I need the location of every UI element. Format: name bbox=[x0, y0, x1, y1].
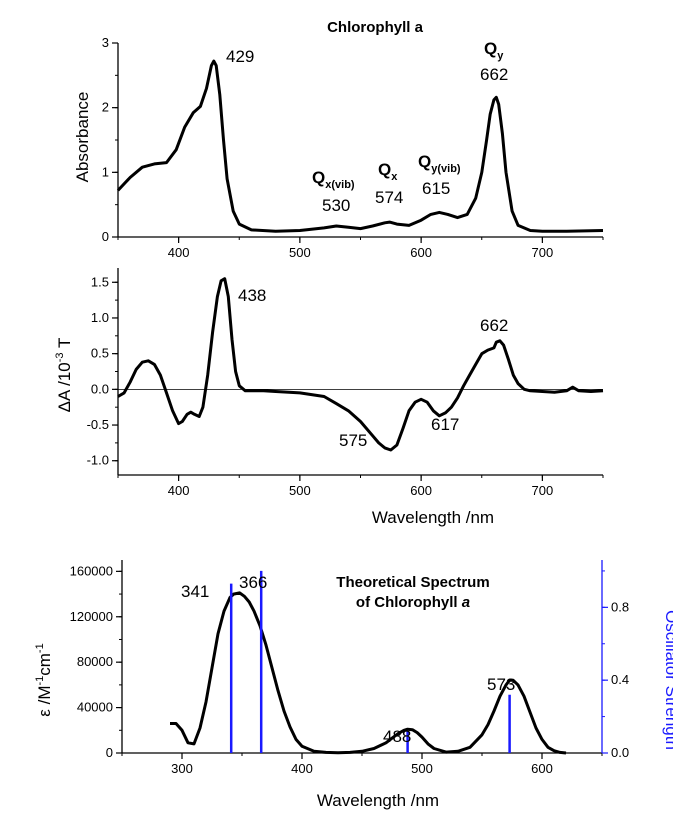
theoretical-axes: 300 400 500 600 0 40000 80000 120000 160000 0.0 0.… bbox=[70, 560, 629, 776]
difference-x-tick-label: 500 bbox=[289, 483, 311, 498]
eps-label-sup1: -1 bbox=[34, 676, 46, 686]
epsilon-y-tick-label: 0 bbox=[106, 745, 113, 760]
qy-label-sub: y bbox=[497, 50, 504, 62]
eps-label-sup2: -1 bbox=[34, 643, 46, 653]
oscillator-y-tick-label: 0.4 bbox=[611, 672, 629, 687]
difference-curve-group bbox=[117, 277, 604, 452]
absorbance-curve-group bbox=[116, 59, 604, 233]
theoretical-title-line2: of Chlorophyll a bbox=[356, 594, 470, 611]
difference-y-label-sup: -3 bbox=[54, 352, 66, 362]
peak-label-429: 429 bbox=[226, 47, 254, 66]
chart-title: Chlorophyll a bbox=[327, 19, 423, 36]
epsilon-y-tick-label: 40000 bbox=[77, 700, 113, 715]
absorbance-x-tick-label: 500 bbox=[289, 245, 311, 260]
peak-label-617: 617 bbox=[431, 415, 459, 434]
difference-x-tick-label: 600 bbox=[410, 483, 432, 498]
absorbance-x-tick-label: 700 bbox=[532, 245, 554, 260]
peak-label-366: 366 bbox=[239, 573, 267, 592]
theoretical-x-tick-label: 300 bbox=[171, 761, 193, 776]
absorbance-curve bbox=[116, 59, 604, 233]
qx-vib-label: Qx(vib) bbox=[312, 168, 355, 191]
theoretical-x-axis-label: Wavelength /nm bbox=[317, 791, 439, 810]
peak-label-488: 488 bbox=[383, 727, 411, 746]
epsilon-y-tick-label: 80000 bbox=[77, 654, 113, 669]
peak-label-341: 341 bbox=[181, 582, 209, 601]
absorbance-x-tick-label: 600 bbox=[410, 245, 432, 260]
qx-vib-label-main: Q bbox=[312, 168, 325, 187]
eps-label-main: ε /M bbox=[35, 686, 54, 717]
qx-label-sub: x bbox=[391, 171, 398, 183]
absorbance-y-tick-label: 2 bbox=[102, 100, 109, 115]
peak-label-575: 575 bbox=[339, 431, 367, 450]
difference-y-label-main: ΔA /10 bbox=[55, 362, 74, 412]
oscillator-strength-axis-label: Oscillator Strength bbox=[662, 610, 673, 750]
absorbance-x-tick-label: 400 bbox=[168, 245, 190, 260]
absorbance-chart-panel: Chlorophyll a 400 500 600 700 0 1 2 3 Absorbanc… bbox=[73, 19, 604, 260]
qx-label: Qx bbox=[378, 160, 398, 183]
theoretical-title-line1: Theoretical Spectrum bbox=[336, 574, 489, 591]
qy-label-main: Q bbox=[484, 39, 497, 58]
absorbance-axes: 400 500 600 700 0 1 2 3 bbox=[102, 35, 604, 260]
peak-label-574: 574 bbox=[375, 188, 403, 207]
qy-vib-label-main: Q bbox=[418, 152, 431, 171]
theoretical-spectrum-curve bbox=[170, 591, 567, 755]
peak-label-662: 662 bbox=[480, 65, 508, 84]
qx-label-main: Q bbox=[378, 160, 391, 179]
difference-y-tick-label: 1.0 bbox=[91, 310, 109, 325]
difference-x-tick-label: 400 bbox=[168, 483, 190, 498]
difference-y-label-end: T bbox=[55, 338, 74, 353]
oscillator-stick-group bbox=[229, 570, 511, 753]
eps-label-mid: cm bbox=[35, 653, 54, 676]
difference-chart-panel: 400 500 600 700 -1.0 -0.5 0.0 0.5 1.0 1.5 ΔA /10-… bbox=[54, 268, 604, 527]
theoretical-x-tick-label: 600 bbox=[531, 761, 553, 776]
peak-label-438: 438 bbox=[238, 286, 266, 305]
difference-x-axis-label: Wavelength /nm bbox=[372, 508, 494, 527]
epsilon-y-tick-label: 160000 bbox=[70, 563, 113, 578]
qy-vib-label-sub: y(vib) bbox=[431, 163, 461, 175]
epsilon-y-tick-label: 120000 bbox=[70, 609, 113, 624]
qy-label: Qy bbox=[484, 39, 504, 62]
peak-label-530: 530 bbox=[322, 196, 350, 215]
difference-y-tick-label: -0.5 bbox=[87, 417, 109, 432]
peak-label-615: 615 bbox=[422, 179, 450, 198]
difference-y-tick-label: 0.0 bbox=[91, 381, 109, 396]
theoretical-title-line2-text: of Chlorophyll bbox=[356, 594, 462, 611]
oscillator-y-tick-label: 0.0 bbox=[611, 745, 629, 760]
theoretical-curve-group bbox=[170, 591, 567, 755]
theoretical-title-italic: a bbox=[462, 594, 470, 611]
theoretical-x-tick-label: 400 bbox=[291, 761, 313, 776]
qx-vib-label-sub: x(vib) bbox=[325, 179, 355, 191]
difference-y-axis-label: ΔA /10-3 T bbox=[54, 338, 74, 413]
oscillator-y-tick-label: 0.8 bbox=[611, 599, 629, 614]
difference-x-tick-label: 700 bbox=[532, 483, 554, 498]
peak-label-662b: 662 bbox=[480, 316, 508, 335]
qy-vib-label: Qy(vib) bbox=[418, 152, 461, 175]
theoretical-chart-panel: 300 400 500 600 0 40000 80000 120000 160000 0.0 0.… bbox=[34, 560, 673, 810]
theoretical-x-tick-label: 500 bbox=[411, 761, 433, 776]
difference-curve bbox=[117, 277, 604, 452]
difference-y-tick-label: 1.5 bbox=[91, 274, 109, 289]
y-axis-label: Absorbance bbox=[73, 92, 92, 183]
peak-label-573: 573 bbox=[487, 675, 515, 694]
absorbance-y-tick-label: 0 bbox=[102, 229, 109, 244]
difference-y-tick-label: -1.0 bbox=[87, 453, 109, 468]
absorbance-y-tick-label: 1 bbox=[102, 164, 109, 179]
difference-y-tick-label: 0.5 bbox=[91, 346, 109, 361]
theoretical-y-axis-label: ε /M-1cm-1 bbox=[34, 643, 54, 716]
absorbance-y-tick-label: 3 bbox=[102, 35, 109, 50]
